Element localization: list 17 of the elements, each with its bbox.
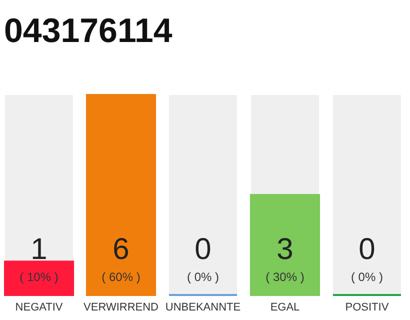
data-label: 1	[30, 233, 48, 266]
annotation: ( 10% )	[20, 270, 58, 284]
x-tick-label: EGAL	[270, 302, 300, 314]
annotation: ( 30% )	[266, 270, 304, 284]
annotation: ( 60% )	[102, 270, 140, 284]
x-tick-label: UNBEKANNTE	[165, 302, 241, 314]
data-label: 3	[276, 233, 294, 266]
x-tick-label: POSITIV	[345, 302, 390, 314]
x-tick-label: NEGATIV	[15, 302, 64, 314]
x-tick-label: VERWIRREND	[84, 302, 159, 314]
chart-title: 043176114	[4, 12, 172, 50]
annotation: ( 0% )	[350, 270, 383, 284]
data-label: 6	[112, 233, 130, 266]
bar	[4, 260, 74, 296]
annotation: ( 0% )	[186, 270, 220, 284]
data-label: 0	[358, 233, 376, 266]
data-label: 0	[194, 233, 212, 266]
